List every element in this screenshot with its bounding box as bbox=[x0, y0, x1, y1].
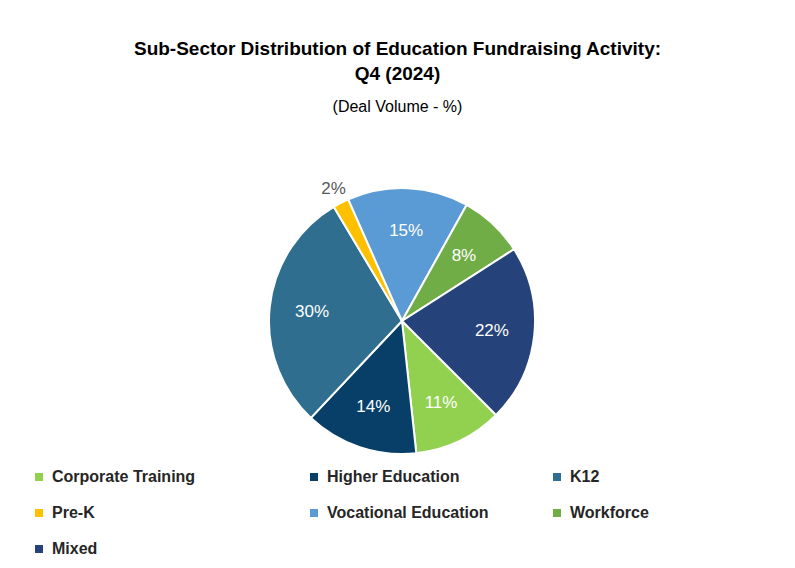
svg-text:14%: 14% bbox=[356, 397, 390, 416]
svg-text:11%: 11% bbox=[425, 393, 458, 412]
html-text:Corporate Training: Corporate Training bbox=[52, 468, 196, 485]
html-text:Q4 (2024): Q4 (2024) bbox=[354, 63, 441, 84]
html-text:Pre-K: Pre-K bbox=[52, 504, 95, 521]
svg-text:2%: 2% bbox=[321, 179, 346, 198]
html-text:(Deal Volume - %): (Deal Volume - %) bbox=[332, 98, 463, 115]
html-text:Mixed: Mixed bbox=[52, 540, 98, 557]
svg-text:15%: 15% bbox=[389, 221, 423, 240]
svg-text:8%: 8% bbox=[452, 246, 477, 265]
svg-text:30%: 30% bbox=[295, 302, 329, 321]
html-text:Sub-Sector Distribution of Edu: Sub-Sector Distribution of Education Fun… bbox=[134, 38, 661, 59]
html-text:Workforce: Workforce bbox=[570, 504, 649, 521]
html-text:Higher Education: Higher Education bbox=[327, 468, 460, 485]
svg-text:22%: 22% bbox=[475, 321, 509, 340]
html-text:K12: K12 bbox=[570, 468, 600, 485]
html-text:Vocational Education: Vocational Education bbox=[327, 504, 489, 521]
